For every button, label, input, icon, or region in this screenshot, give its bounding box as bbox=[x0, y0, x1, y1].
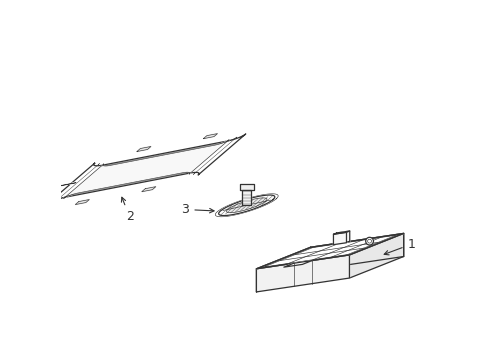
Text: 2: 2 bbox=[121, 197, 133, 223]
Polygon shape bbox=[218, 195, 274, 216]
Polygon shape bbox=[239, 184, 253, 190]
Polygon shape bbox=[47, 134, 245, 204]
Polygon shape bbox=[226, 198, 266, 213]
Polygon shape bbox=[336, 231, 349, 243]
Polygon shape bbox=[63, 140, 229, 198]
Polygon shape bbox=[283, 261, 311, 267]
Circle shape bbox=[365, 237, 373, 245]
Polygon shape bbox=[75, 199, 89, 204]
Polygon shape bbox=[256, 255, 349, 292]
Polygon shape bbox=[142, 186, 156, 192]
Polygon shape bbox=[215, 194, 278, 217]
Polygon shape bbox=[349, 233, 403, 278]
Polygon shape bbox=[333, 232, 346, 245]
Polygon shape bbox=[256, 233, 403, 269]
Text: 1: 1 bbox=[384, 238, 415, 255]
Polygon shape bbox=[242, 190, 251, 205]
Polygon shape bbox=[256, 247, 310, 292]
Text: 3: 3 bbox=[181, 203, 214, 216]
Polygon shape bbox=[333, 231, 349, 234]
Polygon shape bbox=[203, 134, 217, 139]
Polygon shape bbox=[310, 233, 403, 270]
Polygon shape bbox=[137, 147, 151, 152]
Polygon shape bbox=[56, 183, 76, 186]
